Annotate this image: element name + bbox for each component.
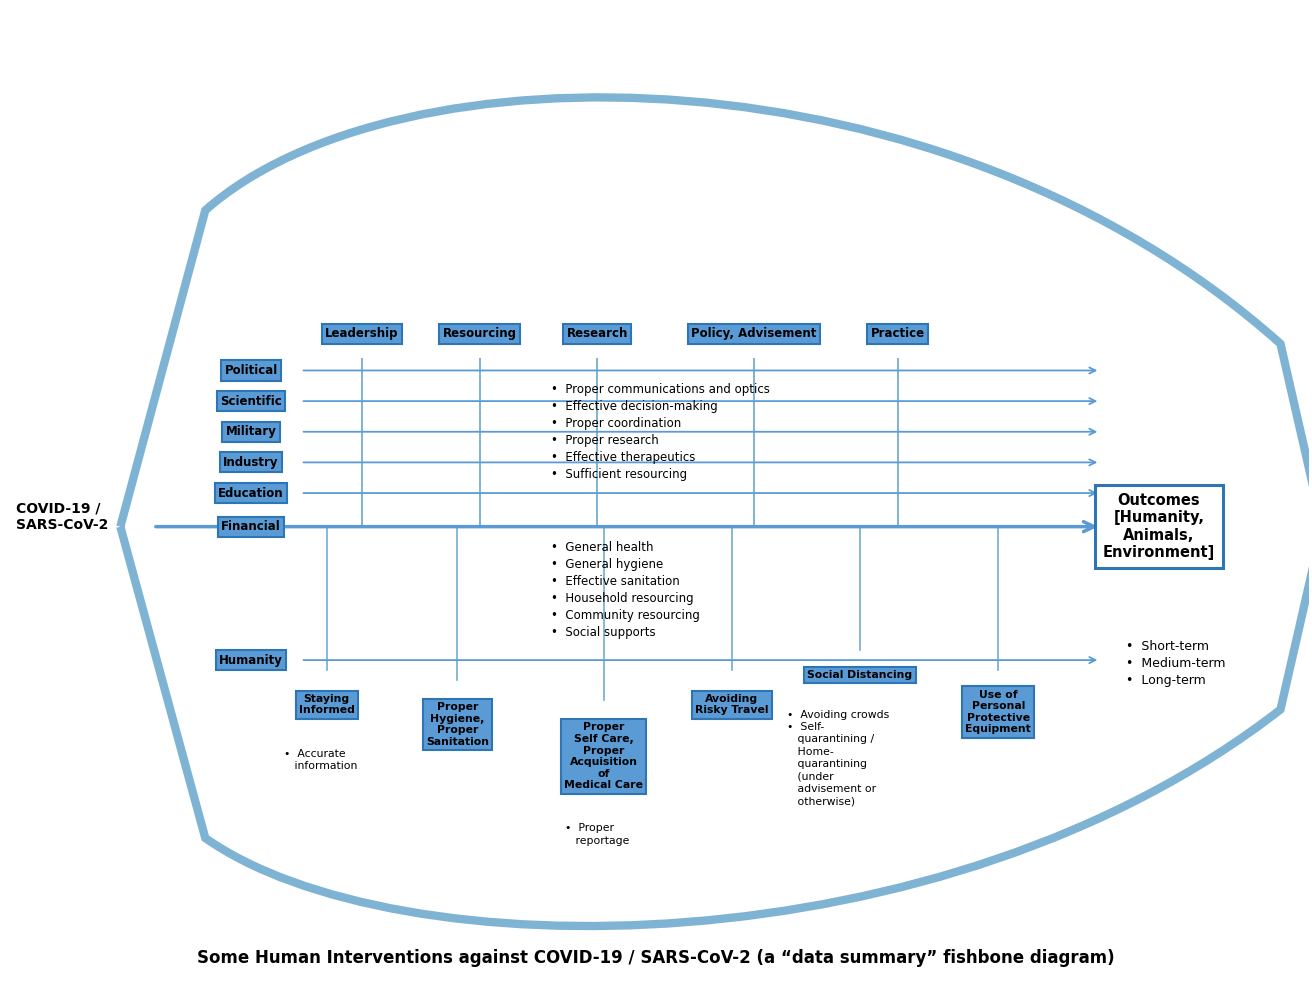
Text: •  Short-term
•  Medium-term
•  Long-term: • Short-term • Medium-term • Long-term — [1126, 640, 1225, 687]
Text: •  Proper communications and optics
•  Effective decision-making
•  Proper coord: • Proper communications and optics • Eff… — [551, 384, 770, 481]
Text: •  Avoiding crowds
•  Self-
   quarantining /
   Home-
   quarantining
   (under: • Avoiding crowds • Self- quarantining /… — [787, 710, 890, 806]
Text: Resourcing: Resourcing — [442, 327, 517, 340]
Text: Research: Research — [567, 327, 628, 340]
Text: Proper
Self Care,
Proper
Acquisition
of
Medical Care: Proper Self Care, Proper Acquisition of … — [564, 723, 643, 790]
Text: Avoiding
Risky Travel: Avoiding Risky Travel — [695, 694, 769, 716]
Text: Financial: Financial — [222, 520, 281, 533]
Text: Leadership: Leadership — [325, 327, 399, 340]
Text: Social Distancing: Social Distancing — [807, 670, 912, 680]
Text: Use of
Personal
Protective
Equipment: Use of Personal Protective Equipment — [966, 690, 1031, 735]
Text: Policy, Advisement: Policy, Advisement — [691, 327, 816, 340]
Text: Proper
Hygiene,
Proper
Sanitation: Proper Hygiene, Proper Sanitation — [426, 702, 489, 746]
Text: Education: Education — [218, 486, 283, 500]
Text: COVID-19 /
SARS-CoV-2: COVID-19 / SARS-CoV-2 — [16, 502, 108, 532]
Text: Political: Political — [224, 364, 278, 377]
Text: Outcomes
[Humanity,
Animals,
Environment]: Outcomes [Humanity, Animals, Environment… — [1103, 493, 1215, 561]
Text: •  General health
•  General hygiene
•  Effective sanitation
•  Household resour: • General health • General hygiene • Eff… — [551, 542, 701, 639]
Text: Some Human Interventions against COVID-19 / SARS-CoV-2 (a “data summary” fishbon: Some Human Interventions against COVID-1… — [197, 948, 1115, 966]
Text: Staying
Informed: Staying Informed — [299, 694, 354, 716]
Text: •  Accurate
   information: • Accurate information — [283, 749, 357, 771]
Text: Military: Military — [226, 425, 277, 438]
Text: Industry: Industry — [223, 456, 278, 469]
Text: Scientific: Scientific — [220, 395, 282, 408]
Text: Practice: Practice — [871, 327, 925, 340]
Text: Humanity: Humanity — [219, 654, 283, 667]
Text: •  Proper
   reportage: • Proper reportage — [564, 823, 628, 846]
